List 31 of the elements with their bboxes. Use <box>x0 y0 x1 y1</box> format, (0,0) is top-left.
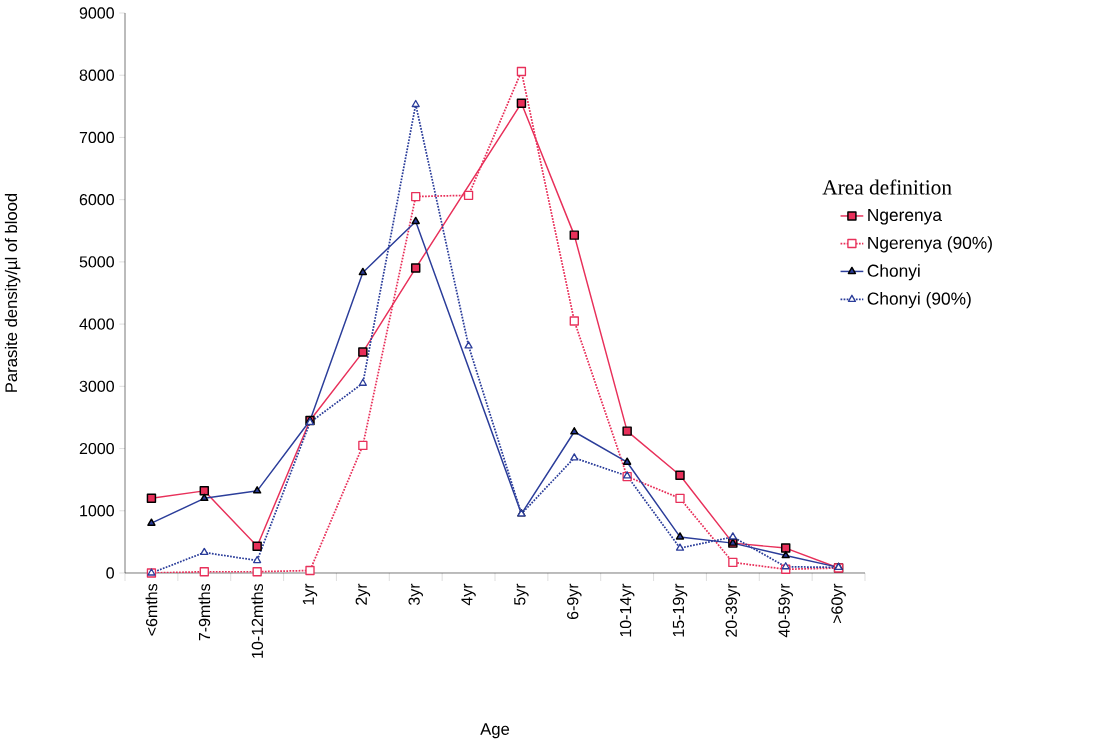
y-tick-label: 2000 <box>79 442 114 455</box>
y-tick-label: 4000 <box>79 318 114 330</box>
y-tick-label: 0 <box>106 567 114 579</box>
y-tick-label: 9000 <box>79 7 114 19</box>
y-tick-label: 1000 <box>80 505 114 517</box>
x-tick-label: 4yr <box>461 583 476 606</box>
y-tick-label: 5000 <box>79 256 114 268</box>
x-tick-label: 2yr <box>355 583 371 605</box>
x-tick-label: <6mths <box>145 583 158 636</box>
x-tick-label: 1yr <box>302 583 318 605</box>
legend-label: Chonyi (90%) <box>867 292 971 309</box>
x-tick-label: 6-9yr <box>567 583 582 620</box>
y-axis-title: Parasite density/µl of blood <box>4 193 21 392</box>
x-tick-label: 5yr <box>514 583 529 605</box>
legend-title: Area definition <box>822 179 952 195</box>
y-tick-label: 7000 <box>79 131 114 144</box>
x-tick-label: 7-9mths <box>198 583 211 641</box>
y-tick-label: 6000 <box>79 194 114 206</box>
y-tick-label: 3000 <box>79 380 114 392</box>
x-tick-label: >60yr <box>831 583 846 624</box>
x-axis-title: Age <box>480 723 510 739</box>
legend-label: Ngerenya <box>868 209 942 225</box>
x-tick-label: 10-14yr <box>619 583 635 637</box>
x-tick-label: 20-39yr <box>725 583 741 637</box>
x-tick-label: 10-12mths <box>251 583 264 658</box>
legend-label: Chonyi <box>867 264 920 281</box>
x-tick-label: 15-19yr <box>672 583 688 637</box>
y-tick-label: 8000 <box>79 69 114 81</box>
legend-label: Ngerenya (90%) <box>868 236 992 253</box>
x-tick-label: 3yr <box>408 583 423 606</box>
x-tick-label: 40-59yr <box>778 583 793 638</box>
